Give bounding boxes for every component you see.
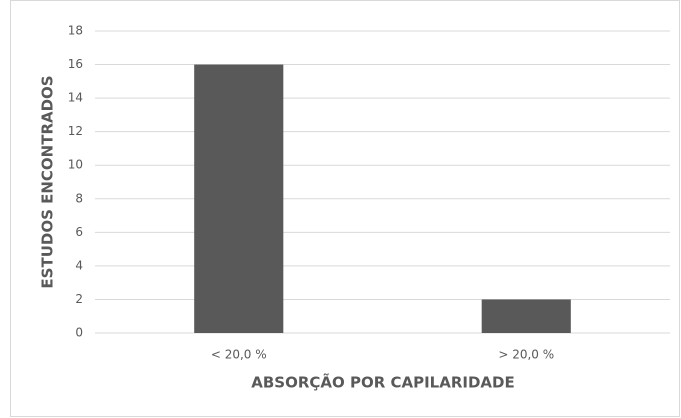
bar [194,64,284,334]
y-tick-label: 6 [75,225,83,239]
y-tick-label: 18 [68,24,83,38]
x-axis-title: ABSORÇÃO POR CAPILARIDADE [251,373,515,392]
y-tick-label: 2 [75,292,83,306]
y-tick-label: 4 [75,258,83,272]
y-tick-label: 10 [68,158,83,172]
y-tick-label: 0 [75,326,83,340]
chart-border [10,0,680,417]
bar [481,299,571,333]
x-tick-label: < 20,0 % [211,348,267,362]
y-tick-label: 8 [75,191,83,205]
y-tick-label: 12 [68,124,83,138]
y-tick-label: 14 [68,91,83,105]
y-tick-label: 16 [68,57,83,71]
x-tick-label: > 20,0 % [498,348,554,362]
y-axis-title: ESTUDOS ENCONTRADOS [39,75,57,288]
